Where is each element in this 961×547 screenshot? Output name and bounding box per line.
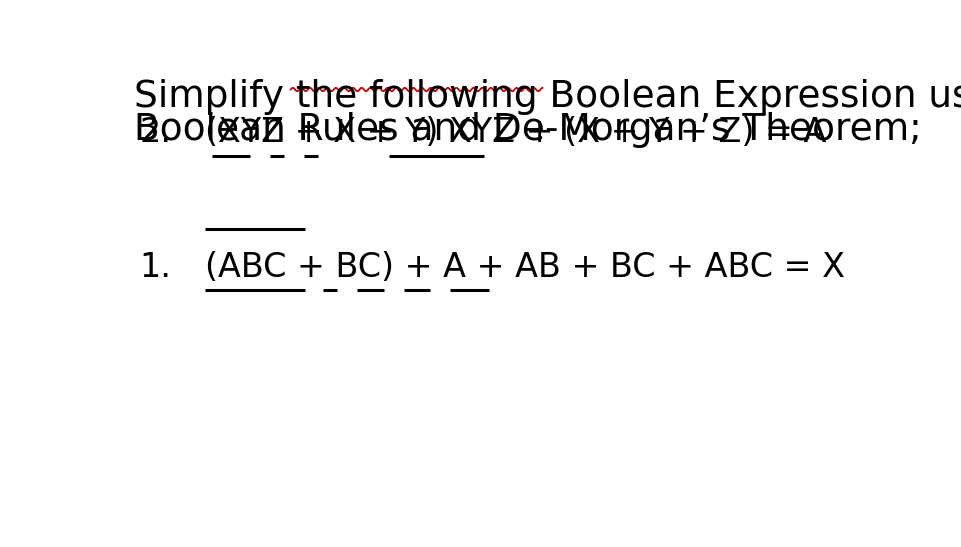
Text: Boolean Rules and De-Morgan’s Theorem;: Boolean Rules and De-Morgan’s Theorem; xyxy=(135,112,922,148)
Text: Simplify the following Boolean Expression using: Simplify the following Boolean Expressio… xyxy=(135,79,961,115)
Text: (ABC + BC) + A + AB + BC + ABC = X: (ABC + BC) + A + AB + BC + ABC = X xyxy=(206,251,846,284)
Text: 1.: 1. xyxy=(139,251,171,284)
Text: (XYZ + X + Y) XYZ + (X + Y + Z) = A: (XYZ + X + Y) XYZ + (X + Y + Z) = A xyxy=(206,116,826,149)
Text: 2.: 2. xyxy=(139,116,172,149)
